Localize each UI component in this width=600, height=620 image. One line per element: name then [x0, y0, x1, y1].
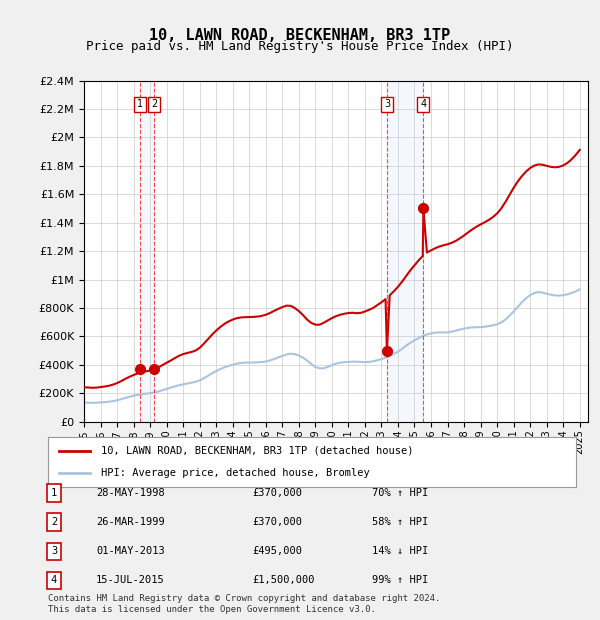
- Text: £370,000: £370,000: [252, 517, 302, 527]
- Text: 4: 4: [51, 575, 57, 585]
- Text: £495,000: £495,000: [252, 546, 302, 556]
- Text: 3: 3: [384, 99, 390, 110]
- Text: £370,000: £370,000: [252, 488, 302, 498]
- Text: £1,500,000: £1,500,000: [252, 575, 314, 585]
- Text: Contains HM Land Registry data © Crown copyright and database right 2024.
This d: Contains HM Land Registry data © Crown c…: [48, 595, 440, 614]
- Text: 1: 1: [137, 99, 143, 110]
- Text: 01-MAY-2013: 01-MAY-2013: [96, 546, 165, 556]
- Text: 2: 2: [51, 517, 57, 527]
- Text: HPI: Average price, detached house, Bromley: HPI: Average price, detached house, Brom…: [101, 468, 370, 478]
- Text: 28-MAY-1998: 28-MAY-1998: [96, 488, 165, 498]
- Bar: [387, 81, 424, 422]
- Text: 14% ↓ HPI: 14% ↓ HPI: [372, 546, 428, 556]
- Text: 10, LAWN ROAD, BECKENHAM, BR3 1TP (detached house): 10, LAWN ROAD, BECKENHAM, BR3 1TP (detac…: [101, 446, 413, 456]
- Text: 4: 4: [421, 99, 427, 110]
- Text: 2: 2: [151, 99, 157, 110]
- Text: 99% ↑ HPI: 99% ↑ HPI: [372, 575, 428, 585]
- Text: 70% ↑ HPI: 70% ↑ HPI: [372, 488, 428, 498]
- Text: Price paid vs. HM Land Registry's House Price Index (HPI): Price paid vs. HM Land Registry's House …: [86, 40, 514, 53]
- Text: 15-JUL-2015: 15-JUL-2015: [96, 575, 165, 585]
- Bar: [140, 81, 154, 422]
- Text: 3: 3: [51, 546, 57, 556]
- Text: 26-MAR-1999: 26-MAR-1999: [96, 517, 165, 527]
- Text: 10, LAWN ROAD, BECKENHAM, BR3 1TP: 10, LAWN ROAD, BECKENHAM, BR3 1TP: [149, 28, 451, 43]
- Text: 58% ↑ HPI: 58% ↑ HPI: [372, 517, 428, 527]
- Text: 1: 1: [51, 488, 57, 498]
